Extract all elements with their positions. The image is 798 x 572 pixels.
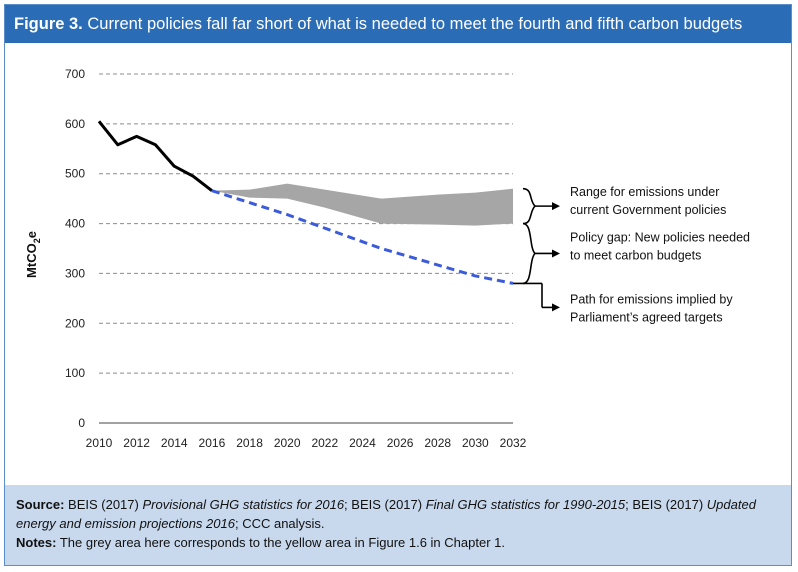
figure-title: Current policies fall far short of what …	[87, 15, 743, 33]
source-label: Source:	[16, 497, 65, 512]
x-tick-label-5: 2020	[274, 436, 301, 450]
x-tick-label-7: 2024	[349, 436, 376, 450]
source-part-2: ; BEIS (2017)	[344, 497, 426, 512]
historic-emissions-line	[97, 120, 213, 192]
gap-annotation-line-0: Policy gap: New policies needed	[570, 230, 750, 244]
figure-frame: Figure 3. Current policies fall far shor…	[4, 4, 792, 566]
x-tick-label-4: 2018	[236, 436, 263, 450]
figure-footer: Source: BEIS (2017) Provisional GHG stat…	[5, 485, 791, 565]
y-tick-label-7: 700	[65, 67, 85, 81]
source-part-3: Final GHG statistics for 1990-2015	[425, 497, 626, 512]
y-tick-label-2: 200	[65, 316, 85, 330]
source-line: Source: BEIS (2017) Provisional GHG stat…	[16, 495, 781, 533]
x-tick-label-6: 2022	[311, 436, 338, 450]
gap-arrow-head	[552, 249, 560, 258]
policy-range-band	[211, 183, 513, 226]
figure-label: Figure 3.	[14, 15, 83, 33]
emissions-chart: 0 100 200 300 400 500 600 700 2010 2012 2014 2016 20…	[24, 67, 750, 450]
source-part-1: Provisional GHG statistics for 2016	[142, 497, 345, 512]
x-tick-label-11: 2032	[500, 436, 527, 450]
y-axis-label: MtCO2e	[24, 231, 42, 278]
source-part-4: ; BEIS (2017)	[625, 497, 707, 512]
x-tick-label-3: 2016	[199, 436, 226, 450]
notes-text: The grey area here corresponds to the ye…	[59, 535, 505, 550]
source-part-5: Updated energy and emission projections …	[16, 497, 756, 531]
range-arrow-head	[552, 202, 560, 211]
range-annotation-line-1: current Government policies	[570, 203, 726, 217]
y-tick-label-3: 300	[65, 266, 85, 280]
y-tick-label-0: 0	[78, 416, 85, 430]
path-annotation-line-0: Path for emissions implied by	[570, 292, 733, 306]
gap-brace	[522, 222, 537, 285]
x-tick-label-9: 2028	[424, 436, 451, 450]
notes-label: Notes:	[16, 535, 57, 550]
gap-annotation-line-1: to meet carbon budgets	[570, 248, 701, 262]
target-path-line	[211, 189, 514, 285]
y-tick-label-5: 500	[65, 167, 85, 181]
figure-title-bar: Figure 3. Current policies fall far shor…	[5, 5, 791, 43]
range-annotation-line-0: Range for emissions under	[570, 185, 719, 199]
x-tick-label-2: 2014	[161, 436, 188, 450]
chart-area: 0 100 200 300 400 500 600 700 2010 2012 2014 2016 20…	[5, 43, 791, 485]
y-tick-label-1: 100	[65, 366, 85, 380]
source-part-6: ; CCC analysis.	[234, 516, 325, 531]
source-text: BEIS (2017) Provisional GHG statistics f…	[16, 497, 756, 531]
x-tick-label-8: 2026	[387, 436, 414, 450]
range-brace	[522, 187, 537, 225]
x-tick-label-10: 2030	[462, 436, 489, 450]
y-tick-label-6: 600	[65, 117, 85, 131]
path-arrow-head	[552, 303, 560, 312]
x-tick-label-1: 2012	[123, 436, 150, 450]
path-annotation-line-1: Parliament’s agreed targets	[570, 310, 723, 324]
x-tick-label-0: 2010	[86, 436, 113, 450]
source-part-0: BEIS (2017)	[68, 497, 143, 512]
notes-line: Notes: The grey area here corresponds to…	[16, 533, 781, 552]
y-tick-label-4: 400	[65, 217, 85, 231]
